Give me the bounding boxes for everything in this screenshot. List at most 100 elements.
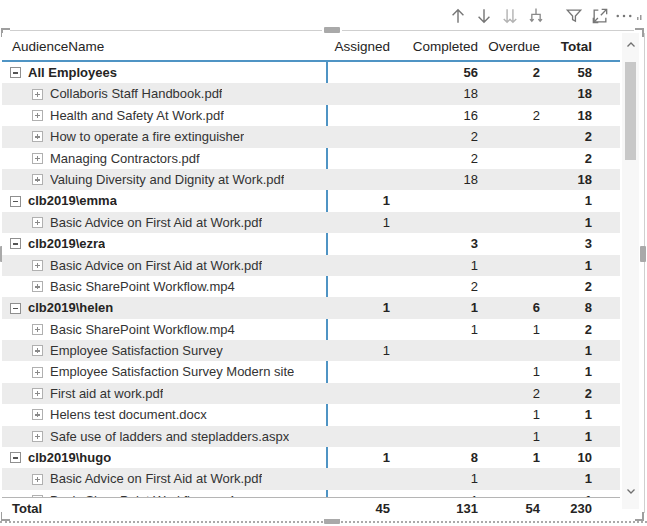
more-options-button[interactable] (612, 4, 636, 28)
drill-down-button[interactable] (472, 4, 496, 28)
table-row[interactable]: Basic SharePoint Workflow.mp4 1 1 (2, 490, 620, 497)
chevron-down-icon (626, 482, 636, 500)
row-label: Helens test document.docx (50, 404, 207, 425)
resize-right-handle[interactable] (640, 246, 646, 262)
focus-mode-button[interactable] (588, 4, 612, 28)
table-row[interactable]: Basic Advice on First Aid at Work.pdf 1 … (2, 468, 620, 489)
cell-completed: 2 (390, 126, 478, 147)
table-row[interactable]: clb2019\emma 1 1 (2, 190, 620, 211)
expand-icon[interactable] (32, 89, 43, 100)
vertical-scrollbar[interactable] (622, 33, 639, 509)
table-row[interactable]: Collaboris Staff Handbook.pdf 18 18 (2, 83, 620, 104)
grand-total-row[interactable]: Total 45 131 54 230 (2, 497, 620, 519)
total-cell-assigned: 45 (326, 498, 390, 519)
expand-icon[interactable] (32, 110, 43, 121)
expand-icon[interactable] (32, 367, 43, 378)
cell-total: 2 (540, 148, 592, 169)
drill-up-button[interactable] (446, 4, 470, 28)
resize-corner-handle[interactable] (635, 512, 644, 521)
row-label: clb2019\ezra (28, 233, 105, 254)
cell-overdue: 2 (478, 105, 540, 126)
expand-icon[interactable] (32, 324, 43, 335)
cell-total: 1 (540, 490, 592, 497)
row-label: Basic Advice on First Aid at Work.pdf (50, 255, 262, 276)
cell-assigned: 1 (326, 447, 390, 468)
cell-completed: 1 (390, 490, 478, 497)
cell-total: 8 (540, 297, 592, 318)
cell-completed: 56 (390, 62, 478, 83)
collapse-icon[interactable] (10, 196, 21, 207)
chevron-up-icon (626, 36, 636, 54)
scroll-down-button[interactable] (622, 482, 639, 499)
cell-total: 2 (540, 126, 592, 147)
cell-completed: 1 (390, 297, 478, 318)
column-header-completed[interactable]: Completed (390, 39, 478, 54)
table-row[interactable]: Health and Safety At Work.pdf 16 2 18 (2, 105, 620, 126)
row-label: Managing Contractors.pdf (50, 148, 200, 169)
expand-icon[interactable] (32, 217, 43, 228)
table-row[interactable]: Basic Advice on First Aid at Work.pdf 1 … (2, 212, 620, 233)
collapse-icon[interactable] (10, 452, 21, 463)
table-row[interactable]: Employee Satisfaction Survey Modern site… (2, 361, 620, 382)
cell-overdue: 1 (478, 361, 540, 382)
table-row[interactable]: clb2019\ezra 3 3 (2, 233, 620, 254)
visual-top-border (342, 30, 634, 31)
table-row[interactable]: Basic SharePoint Workflow.mp4 1 1 2 (2, 319, 620, 340)
expand-icon[interactable] (32, 388, 43, 399)
table-row[interactable]: Employee Satisfaction Survey 1 1 (2, 340, 620, 361)
expand-icon[interactable] (32, 281, 43, 292)
cell-total: 1 (540, 212, 592, 233)
cell-overdue: 1 (478, 319, 540, 340)
expand-icon[interactable] (32, 431, 43, 442)
collapse-icon[interactable] (10, 303, 21, 314)
table-row[interactable]: Valuing Diversity and Dignity at Work.pd… (2, 169, 620, 190)
row-label: All Employees (28, 62, 117, 83)
total-cell-completed: 131 (390, 498, 478, 519)
table-row[interactable]: clb2019\helen 1 1 6 8 (2, 297, 620, 318)
column-header-audiencename[interactable]: AudienceName (2, 39, 326, 54)
cell-assigned: 1 (326, 297, 390, 318)
table-row[interactable]: Safe use of ladders and stepladders.aspx… (2, 426, 620, 447)
table-row[interactable]: All Employees 56 2 58 (2, 62, 620, 83)
cell-total: 58 (540, 62, 592, 83)
expand-icon[interactable] (32, 131, 43, 142)
expand-icon[interactable] (32, 153, 43, 164)
column-header-total[interactable]: Total (540, 39, 592, 54)
cell-total: 1 (540, 404, 592, 425)
cell-completed: 2 (390, 148, 478, 169)
expand-icon[interactable] (32, 174, 43, 185)
total-cell-overdue: 54 (478, 498, 540, 519)
table-row[interactable]: Managing Contractors.pdf 2 2 (2, 148, 620, 169)
table-row[interactable]: First aid at work.pdf 2 2 (2, 383, 620, 404)
table-row[interactable]: Basic Advice on First Aid at Work.pdf 1 … (2, 255, 620, 276)
table-row[interactable]: clb2019\hugo 1 8 1 10 (2, 447, 620, 468)
filter-button[interactable] (562, 4, 586, 28)
column-header-overdue[interactable]: Overdue (478, 39, 540, 54)
go-to-next-level-button[interactable] (498, 4, 522, 28)
cell-total: 1 (540, 255, 592, 276)
expand-icon[interactable] (32, 260, 43, 271)
row-label: Valuing Diversity and Dignity at Work.pd… (50, 169, 284, 190)
expand-all-down-button[interactable] (524, 4, 548, 28)
scrollbar-thumb[interactable] (625, 62, 636, 160)
row-label: clb2019\emma (28, 190, 117, 211)
expand-icon[interactable] (32, 474, 43, 485)
row-label: Basic SharePoint Workflow.mp4 (50, 490, 235, 497)
table-row[interactable]: Basic SharePoint Workflow.mp4 2 2 (2, 276, 620, 297)
cell-total: 1 (540, 468, 592, 489)
table-row[interactable]: How to operate a fire extinguisher 2 2 (2, 126, 620, 147)
cell-overdue: 6 (478, 297, 540, 318)
cell-overdue: 1 (478, 447, 540, 468)
column-header-assigned[interactable]: Assigned (326, 39, 390, 54)
matrix-header-row: AudienceName Assigned Completed Overdue … (2, 33, 620, 60)
table-row[interactable]: Helens test document.docx 1 1 (2, 404, 620, 425)
row-label: Employee Satisfaction Survey (50, 340, 223, 361)
row-label: Basic Advice on First Aid at Work.pdf (50, 468, 262, 489)
collapse-icon[interactable] (10, 67, 21, 78)
expand-icon[interactable] (32, 409, 43, 420)
scroll-up-button[interactable] (622, 36, 639, 53)
expand-icon[interactable] (32, 345, 43, 356)
cell-total: 3 (540, 233, 592, 254)
cell-total: 18 (540, 105, 592, 126)
collapse-icon[interactable] (10, 238, 21, 249)
